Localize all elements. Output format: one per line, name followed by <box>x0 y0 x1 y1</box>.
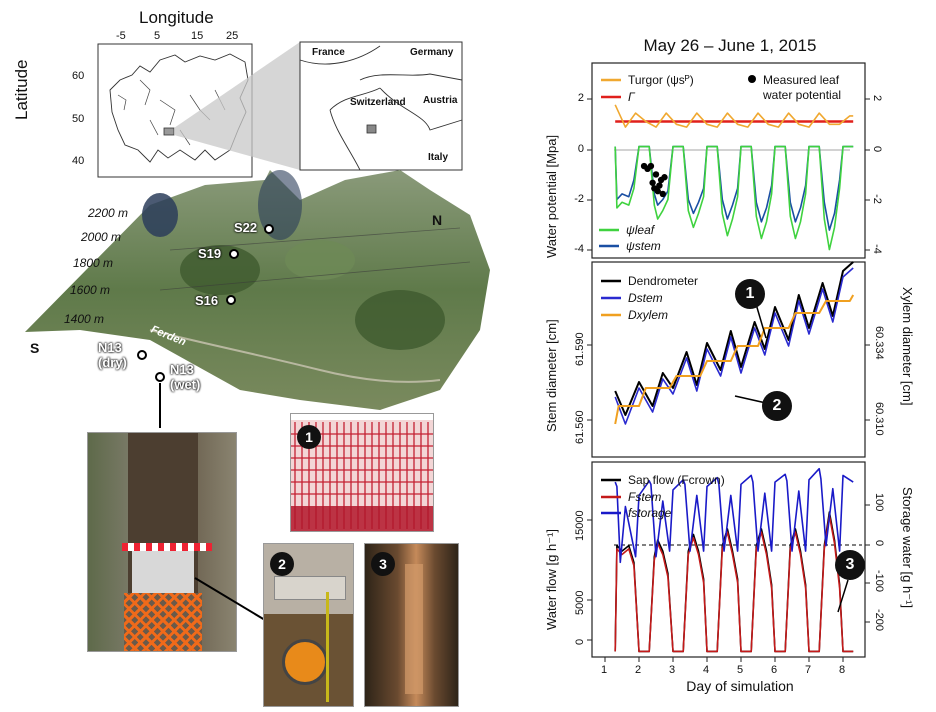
chart-1-ytick: 2 <box>577 92 584 104</box>
chart-callout-badge: 1 <box>735 279 765 309</box>
chart-1-ytick: 0 <box>577 143 584 155</box>
chart-1-ytick: -2 <box>574 193 584 205</box>
inset-switzerland: Switzerland <box>350 97 406 108</box>
south-label: S <box>30 340 40 356</box>
measured-leaf-point <box>656 182 663 189</box>
lat-tick: 50 <box>72 113 85 125</box>
x-tick: 3 <box>669 664 676 676</box>
elevation-label: 2200 m <box>88 206 129 220</box>
legend-dxylem: Dxylem <box>628 308 669 322</box>
measured-leaf-point <box>654 187 661 195</box>
series-line-1 <box>614 104 854 128</box>
legend-turgor: Turgor (ψsᴾ) <box>628 73 694 87</box>
site-label: S19 <box>198 246 222 261</box>
elevation-label: 1800 m <box>73 256 114 270</box>
elevation-label: 1400 m <box>64 312 105 326</box>
lat-tick: 60 <box>72 70 85 82</box>
legend-dstem: Dstem <box>628 291 663 305</box>
site-label: N13 (wet) <box>170 362 201 392</box>
legend-fstem: Fstem <box>628 490 662 504</box>
measured-leaf-point <box>652 171 660 178</box>
x-tick: 5 <box>737 664 744 676</box>
measured-leaf-point <box>647 162 655 170</box>
x-tick: 2 <box>635 664 642 676</box>
lon-tick: -5 <box>116 30 126 42</box>
inset-italy: Italy <box>428 152 449 163</box>
photo-number-badge: 1 <box>297 425 321 449</box>
legend-dendrometer: Dendrometer <box>628 274 699 288</box>
x-tick: 6 <box>771 664 778 676</box>
legend-measured-leaf: Measured leaf water potential <box>763 73 842 102</box>
x-tick: 4 <box>703 664 710 676</box>
site-label: S16 <box>195 293 219 308</box>
legend-sap-flow: Sap flow (Fcrown) <box>628 473 725 487</box>
elevation-label: 1600 m <box>70 283 111 297</box>
inset-germany: Germany <box>410 47 454 58</box>
series-line-1 <box>614 514 854 653</box>
x-tick: 1 <box>601 664 608 676</box>
chart-callout-badge: 2 <box>762 391 792 421</box>
figure-date-title: May 26 – June 1, 2015 <box>643 36 817 55</box>
legend-psi-stem: ψstem <box>626 239 661 253</box>
series-line-2 <box>614 294 855 425</box>
photo-number-badge: 3 <box>371 552 395 576</box>
tree-photo <box>87 432 237 652</box>
legend-gamma: Γ <box>628 90 635 104</box>
site-label: N13 (dry) <box>98 340 127 370</box>
x-tick: 8 <box>839 664 846 676</box>
chart-callout-badge: 3 <box>835 550 865 580</box>
series-line-2 <box>614 467 854 564</box>
measured-leaf-point <box>649 179 656 186</box>
inset-france: France <box>312 47 345 58</box>
lat-tick: 40 <box>72 155 85 167</box>
legend-fstorage: fstorage <box>628 506 672 520</box>
site-label: S22 <box>234 220 258 235</box>
photo-number-badge: 2 <box>270 552 294 576</box>
lon-tick: 15 <box>191 30 204 42</box>
series-line-3 <box>614 145 854 251</box>
longitude-label: Longitude <box>139 8 214 27</box>
inset-austria: Austria <box>423 95 458 106</box>
lon-tick: 25 <box>226 30 239 42</box>
x-axis-label: Day of simulation <box>686 678 794 694</box>
measured-leaf-point <box>659 190 666 198</box>
legend-psi-leaf: ψleaf <box>626 223 655 237</box>
series-line-1 <box>614 267 854 425</box>
north-label: N <box>432 212 443 228</box>
measured-leaf-point <box>661 174 668 181</box>
chart-1-ytick: -4 <box>574 243 584 255</box>
lon-tick: 5 <box>154 30 161 42</box>
x-tick: 7 <box>805 664 812 676</box>
elevation-label: 2000 m <box>81 230 122 244</box>
